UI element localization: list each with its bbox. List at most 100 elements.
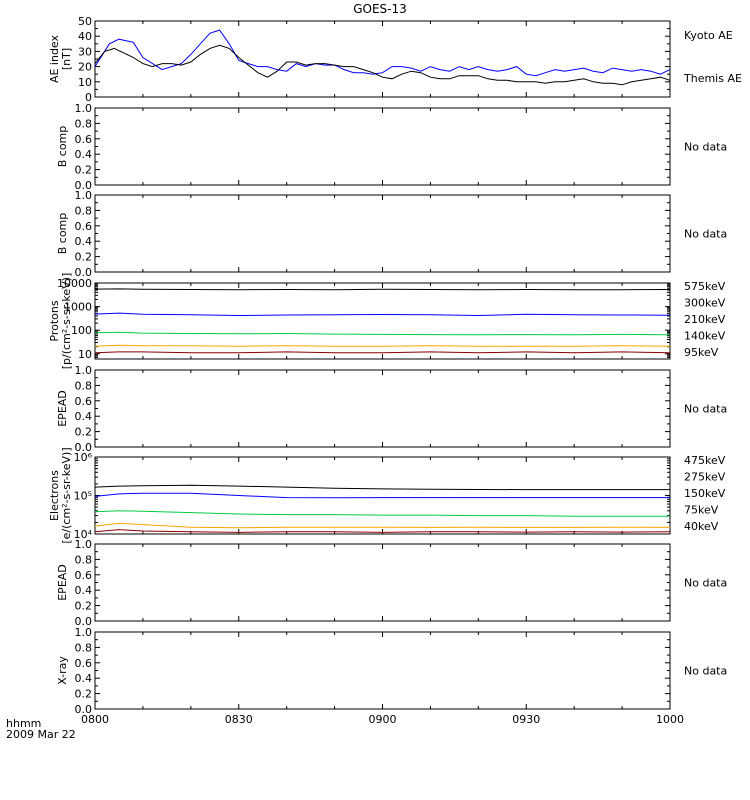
y-tick-label: 30 [78, 45, 92, 58]
y-axis-label: B comp [56, 213, 69, 255]
series-line-475kev [94, 529, 671, 533]
y-tick-label: 1.0 [75, 626, 93, 639]
x-tick-label: 1000 [656, 713, 684, 726]
y-tick-label: 10⁶ [74, 451, 93, 464]
y-tick-label: 0.0 [75, 179, 93, 192]
panel-electrons: 10⁴ 10⁵ 10⁶ Electrons [e/(cm²-s-sr-keV)] 475k… [48, 447, 726, 543]
y-tick-label: 0.2 [75, 688, 93, 701]
y-axis-label: [nT] [60, 48, 73, 70]
panel-epead2: 0.0 0.2 0.4 0.6 0.8 1.0 EPEAD No data [56, 538, 727, 628]
panel-frame [94, 282, 671, 360]
y-tick-label: 0 [85, 91, 92, 104]
y-tick-label: 0.6 [75, 569, 93, 582]
footer-date-label: 2009 Mar 22 [6, 728, 76, 741]
series-line-575kev [94, 351, 671, 354]
footer-time-label: hhmm [6, 717, 41, 730]
y-tick-label: 0.4 [75, 148, 93, 161]
y-tick-label: 0.2 [75, 251, 93, 264]
panel-b1: 0.0 0.2 0.4 0.6 0.8 1.0 B comp No data [56, 102, 727, 192]
y-tick-label: 10⁵ [74, 490, 92, 503]
panel-ae: 0 10 20 30 40 50 AE index [nT] Kyoto AE Themis AE [48, 15, 742, 104]
y-tick-label: 0.4 [75, 410, 93, 423]
no-data-note: No data [684, 228, 727, 241]
y-tick-label: 0.6 [75, 220, 93, 233]
series-line-275kev [94, 522, 671, 529]
legend-entry: 140keV [684, 330, 726, 343]
y-tick-label: 0.2 [75, 600, 93, 613]
panel-protons: 10 100 1000 10000 Protons [p/(cm²-s-sr-keV)] 5… [48, 273, 726, 370]
series-line-themis-ae [94, 44, 671, 86]
x-tick-label: 0830 [225, 713, 253, 726]
y-tick-label: 1.0 [75, 538, 93, 551]
legend-entry: 475keV [684, 454, 726, 467]
panel-frame [94, 543, 671, 622]
panels-group: 0 10 20 30 40 50 AE index [nT] Kyoto AE Themis AE… [48, 15, 742, 716]
y-tick-label: 0.4 [75, 235, 93, 248]
y-axis-label: AE index [48, 34, 61, 83]
y-tick-label: 1.0 [75, 364, 93, 377]
series-line-150kev [94, 510, 670, 517]
y-tick-label: 0.8 [75, 553, 93, 566]
legend-entry: 210keV [684, 313, 726, 326]
series-line-kyoto-ae [94, 29, 671, 77]
y-tick-label: 10⁴ [74, 528, 93, 541]
legend-entry: 300keV [684, 297, 726, 310]
y-axis-label: B comp [56, 126, 69, 168]
panel-xray: 0.0 0.2 0.4 0.6 0.8 1.0 X-ray No data [56, 626, 727, 716]
y-tick-label: 0.6 [75, 395, 93, 408]
y-tick-label: 50 [78, 15, 92, 28]
legend-entry: 75keV [684, 504, 719, 517]
y-tick-label: 0.2 [75, 164, 93, 177]
no-data-note: No data [684, 403, 727, 416]
no-data-note: No data [684, 665, 727, 678]
y-tick-label: 0.6 [75, 657, 93, 670]
y-tick-label: 0.4 [75, 672, 93, 685]
y-tick-label: 0.8 [75, 379, 93, 392]
x-axis: 0800 0830 0900 0930 1000 [81, 713, 684, 726]
no-data-note: No data [684, 141, 727, 154]
y-axis-label: X-ray [56, 656, 69, 685]
x-tick-label: 0900 [369, 713, 397, 726]
panel-frame [94, 107, 671, 186]
y-tick-label: 0.6 [75, 133, 93, 146]
y-tick-label: 0.0 [75, 266, 93, 279]
panel-frame [94, 20, 671, 98]
panel-frame [94, 631, 671, 710]
y-tick-label: 0.0 [75, 441, 93, 454]
panel-b2: 0.0 0.2 0.4 0.6 0.8 1.0 B comp No data [56, 189, 727, 279]
series-line-95kev [94, 288, 671, 291]
y-tick-label: 0.8 [75, 204, 93, 217]
y-tick-label: 0.4 [75, 584, 93, 597]
y-tick-label: 20 [78, 61, 92, 74]
panel-epead1: 0.0 0.2 0.4 0.6 0.8 1.0 EPEAD No data [56, 364, 727, 454]
y-axis-label: [p/(cm²-s-sr-keV)] [60, 273, 73, 370]
y-axis-label: Protons [48, 300, 61, 341]
y-tick-label: 40 [78, 30, 92, 43]
y-tick-label: 0.0 [75, 703, 93, 716]
no-data-note: No data [684, 577, 727, 590]
y-tick-label: 0.8 [75, 117, 93, 130]
x-tick-label: 0800 [81, 713, 109, 726]
legend-entry: 40keV [684, 520, 719, 533]
series-line-140kev [94, 312, 671, 317]
y-tick-label: 100 [71, 324, 92, 337]
legend-entry: 575keV [684, 280, 726, 293]
series-line-40kev [94, 484, 670, 491]
legend-entry: 150keV [684, 487, 726, 500]
y-tick-label: 10 [78, 76, 92, 89]
panel-frame [94, 456, 671, 535]
y-tick-label: 10000 [57, 277, 92, 290]
panel-frame [94, 369, 671, 448]
x-tick-label: 0930 [512, 713, 540, 726]
legend-entry: Themis AE [683, 72, 742, 85]
chart-title: GOES-13 [353, 2, 407, 16]
legend-entry: 275keV [684, 471, 726, 484]
y-tick-label: 0.0 [75, 615, 93, 628]
y-axis-label: [e/(cm²-s-sr-keV)] [60, 447, 73, 543]
panel-frame [94, 194, 671, 273]
y-tick-label: 0.2 [75, 426, 93, 439]
y-axis-label: EPEAD [56, 390, 69, 427]
y-tick-label: 1000 [64, 301, 92, 314]
legend-entry: 95keV [684, 346, 719, 359]
y-axis-label: EPEAD [56, 564, 69, 601]
